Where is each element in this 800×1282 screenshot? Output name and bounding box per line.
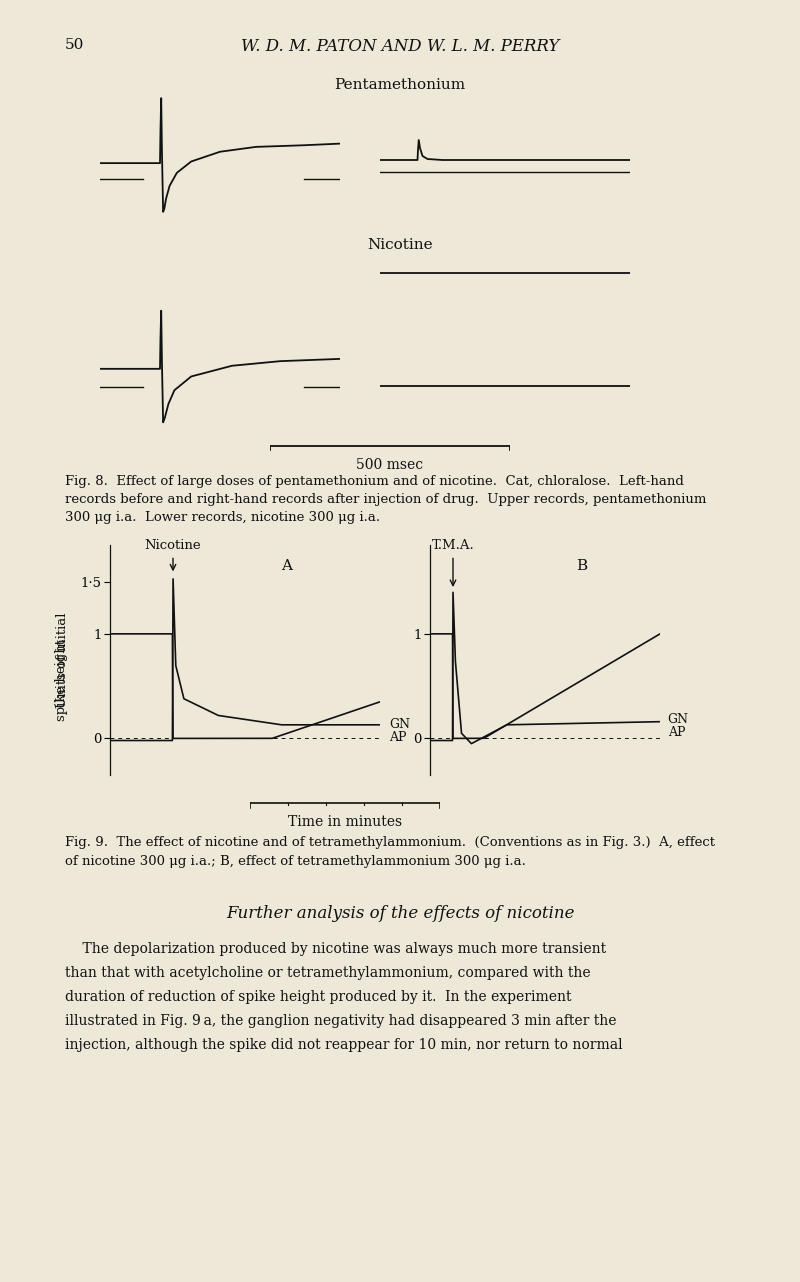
Text: injection, although the spike did not reappear for 10 min, nor return to normal: injection, although the spike did not re… [65, 1038, 622, 1053]
Text: Pentamethonium: Pentamethonium [334, 78, 466, 92]
Text: Fig. 9.  The effect of nicotine and of tetramethylammonium.  (Conventions as in : Fig. 9. The effect of nicotine and of te… [65, 836, 715, 849]
Text: 300 μg i.a.  Lower records, nicotine 300 μg i.a.: 300 μg i.a. Lower records, nicotine 300 … [65, 512, 380, 524]
Text: duration of reduction of spike height produced by it.  In the experiment: duration of reduction of spike height pr… [65, 990, 571, 1004]
Text: spike height: spike height [55, 638, 69, 720]
Text: GN: GN [389, 718, 410, 731]
Text: 50: 50 [65, 38, 84, 53]
Text: AP: AP [668, 726, 685, 738]
Text: illustrated in Fig. 9 a, the ganglion negativity had disappeared 3 min after the: illustrated in Fig. 9 a, the ganglion ne… [65, 1014, 617, 1028]
Text: The depolarization produced by nicotine was always much more transient: The depolarization produced by nicotine … [65, 942, 606, 956]
Text: Nicotine: Nicotine [367, 238, 433, 253]
Text: Units of initial: Units of initial [55, 613, 69, 708]
Text: Fig. 8.  Effect of large doses of pentamethonium and of nicotine.  Cat, chloralo: Fig. 8. Effect of large doses of pentame… [65, 476, 684, 488]
Text: 500 msec: 500 msec [357, 458, 423, 472]
Text: than that with acetylcholine or tetramethylammonium, compared with the: than that with acetylcholine or tetramet… [65, 967, 590, 979]
Text: of nicotine 300 μg i.a.; B, effect of tetramethylammonium 300 μg i.a.: of nicotine 300 μg i.a.; B, effect of te… [65, 855, 526, 868]
Text: AP: AP [389, 731, 406, 744]
Text: Nicotine: Nicotine [145, 540, 202, 553]
Text: A: A [281, 559, 292, 573]
Text: GN: GN [668, 713, 689, 726]
Text: Further analysis of the effects of nicotine: Further analysis of the effects of nicot… [226, 905, 574, 922]
Text: records before and right-hand records after injection of drug.  Upper records, p: records before and right-hand records af… [65, 494, 706, 506]
Text: W. D. M. PATON AND W. L. M. PERRY: W. D. M. PATON AND W. L. M. PERRY [241, 38, 559, 55]
Text: T.M.A.: T.M.A. [432, 540, 474, 553]
Text: Time in minutes: Time in minutes [288, 815, 402, 829]
Text: B: B [576, 559, 586, 573]
